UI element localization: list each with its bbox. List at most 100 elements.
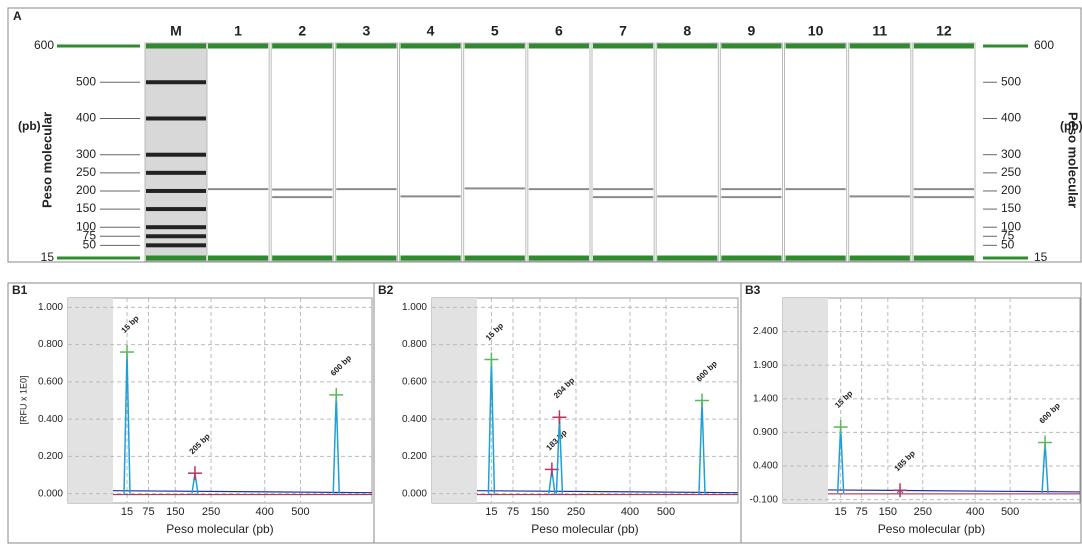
lane-label: 1 [234,23,242,39]
x-axis-label: Peso molecular (pb) [531,522,638,536]
x-axis-label: Peso molecular (pb) [878,522,985,536]
band [786,256,846,261]
x-tick-label: 500 [291,506,309,518]
band [529,188,589,190]
x-tick-label: 150 [166,506,184,518]
lane-label: 7 [619,23,627,39]
lane [271,43,333,261]
band [272,189,332,191]
plot-area [68,298,372,503]
lane-label: 4 [427,23,435,39]
lane [207,43,269,261]
band [465,256,525,261]
y-tick-label: 1.900 [753,360,778,371]
band [146,234,206,238]
y-tick-label: 0.600 [402,377,427,388]
plot-area [432,298,738,503]
band [336,188,396,190]
lane-label: 12 [936,23,952,39]
page: A(pb)Peso molecular(pb)Peso molecular151… [0,0,1082,544]
band [529,44,589,49]
lane [720,43,782,261]
x-axis-label: Peso molecular (pb) [166,522,273,536]
y-tick-label: 600 [34,38,54,52]
y-tick-label: 250 [76,165,96,179]
x-tick-label: 250 [567,506,585,518]
lane-label: 9 [748,23,756,39]
y-tick-label: 0.400 [38,414,63,425]
band [401,44,461,49]
figure: A(pb)Peso molecular(pb)Peso molecular151… [0,0,1082,544]
shaded-region [432,298,477,503]
band [146,80,206,84]
lane [785,43,847,261]
lane-label: M [170,23,182,39]
x-tick-label: 75 [142,506,154,518]
x-tick-label: 400 [966,506,984,518]
band [593,44,653,49]
lane [335,43,397,261]
lane-label: 6 [555,23,563,39]
band [401,256,461,261]
band [721,188,781,190]
y-tick-label: 1.000 [38,302,63,313]
y-tick-label-right: 100 [1001,219,1021,233]
lane-label: 11 [872,23,887,39]
x-tick-label: 15 [835,506,847,518]
band [272,44,332,49]
band [336,44,396,49]
band [721,196,781,198]
y-tick-label: 0.200 [38,451,63,462]
panel-label: B2 [378,283,394,297]
y-tick-label: -0.100 [750,494,779,505]
band [465,187,525,189]
band [850,44,910,49]
band [272,256,332,261]
band [208,256,268,261]
band [529,256,589,261]
band [208,188,268,190]
band [272,196,332,198]
y-tick-label: 15 [41,250,55,264]
lane [400,43,462,261]
x-tick-label: 500 [657,506,675,518]
y-tick-label: 0.200 [402,451,427,462]
band [146,225,206,229]
y-tick-label-right: 500 [1001,74,1021,88]
band [657,195,717,197]
lane [849,43,911,261]
x-tick-label: 150 [879,506,897,518]
band [146,256,206,261]
band [850,256,910,261]
x-tick-label: 75 [855,506,867,518]
y-tick-label: 100 [76,219,96,233]
y-tick-label-right: 250 [1001,165,1021,179]
panel-label: B1 [12,283,28,297]
y-tick-label: 1.000 [402,302,427,313]
band [914,44,974,49]
y-unit: (pb) [18,119,41,133]
band [208,44,268,49]
band [146,44,206,49]
band [146,207,206,211]
y-tick-label: 400 [76,111,96,125]
y-tick-label: 0.000 [38,488,63,499]
band [786,188,846,190]
y-axis-label: Peso molecular [39,112,54,208]
band [850,195,910,197]
band [657,44,717,49]
x-tick-label: 15 [121,506,133,518]
y-tick-label-right: 600 [1034,38,1054,52]
band [465,44,525,49]
y-tick-label-right: 300 [1001,147,1021,161]
band [146,153,206,157]
band [336,256,396,261]
band [593,256,653,261]
x-tick-label: 250 [202,506,220,518]
x-tick-label: 500 [1001,506,1019,518]
band [657,256,717,261]
y-tick-label: 0.900 [753,427,778,438]
panel-label: A [13,9,22,23]
x-tick-label: 150 [531,506,549,518]
panel-label: B3 [745,283,761,297]
